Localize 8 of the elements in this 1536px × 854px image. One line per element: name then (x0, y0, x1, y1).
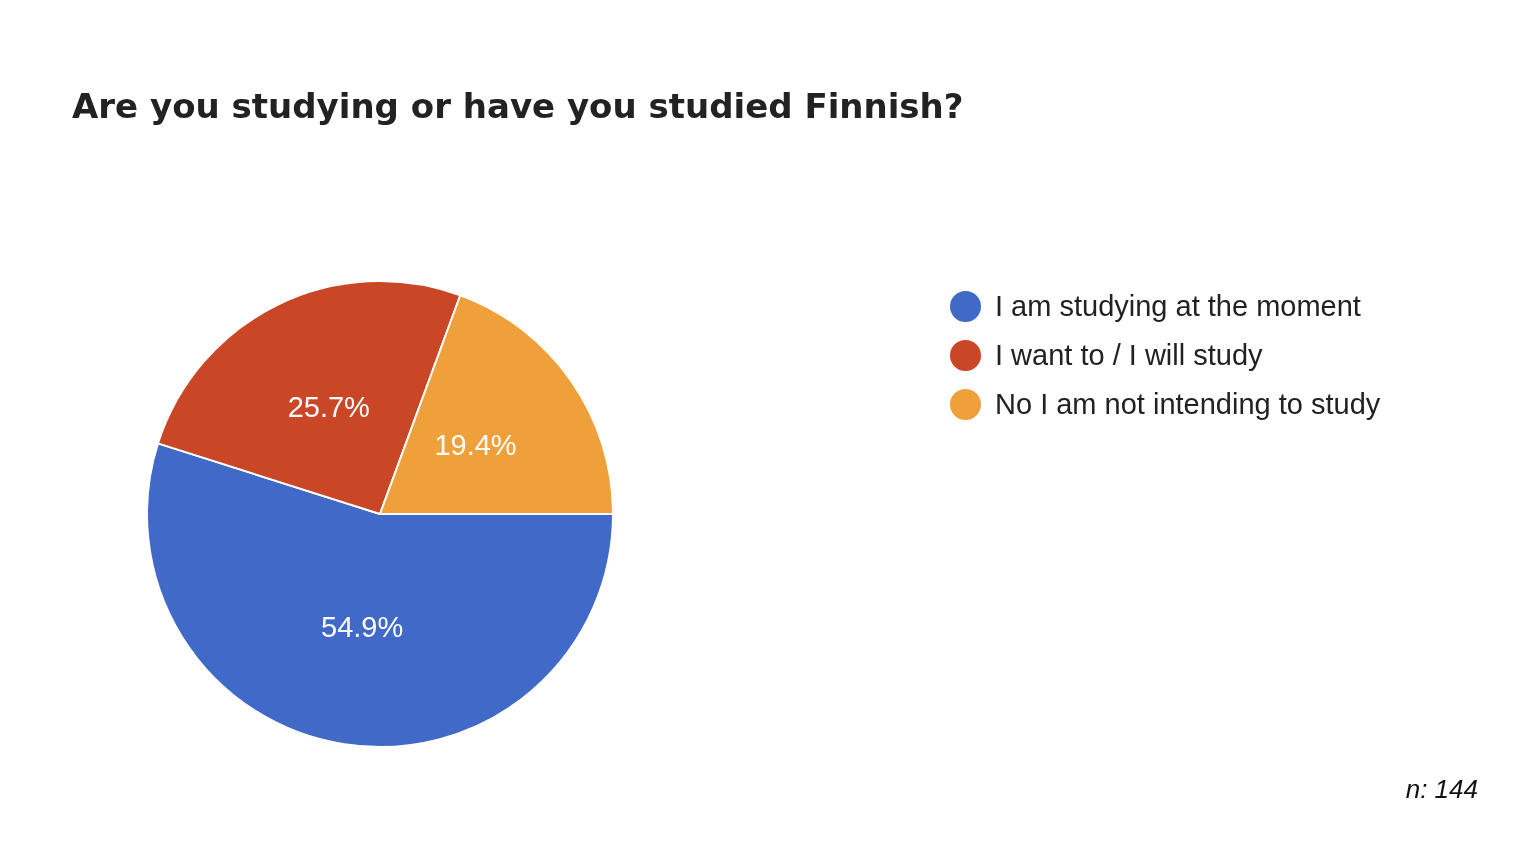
data-label: 19.4% (434, 429, 517, 462)
legend-label: No I am not intending to study (995, 388, 1381, 421)
chart-title: Are you studying or have you studied Finnish? (72, 86, 964, 126)
legend-label: I am studying at the moment (995, 290, 1361, 323)
legend-label: I want to / I will study (995, 339, 1263, 372)
data-label: 25.7% (287, 391, 370, 424)
text: n: 144 (1405, 774, 1478, 805)
data-label: 54.9% (321, 611, 404, 644)
